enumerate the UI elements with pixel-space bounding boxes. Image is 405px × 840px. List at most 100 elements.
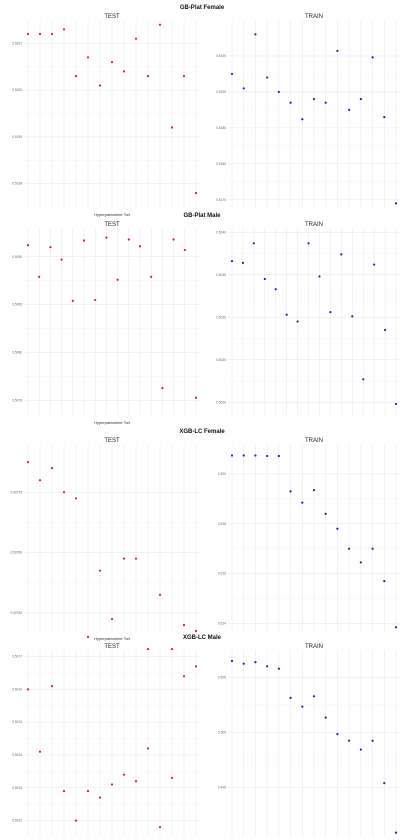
data-point — [134, 557, 138, 560]
data-point — [383, 580, 386, 583]
data-point — [105, 236, 108, 239]
data-point — [324, 512, 327, 515]
data-point — [122, 70, 126, 73]
data-point — [263, 277, 266, 281]
y-tick-label: 0.5020 — [216, 400, 226, 404]
panel-title: TEST — [104, 438, 120, 444]
panel-train: TRAIN 0.495 0.500 0.505 — [218, 644, 400, 837]
y-tick-label: 0.516 — [218, 572, 226, 576]
data-point — [86, 789, 90, 793]
data-point — [371, 56, 374, 59]
data-point — [38, 275, 41, 279]
data-point — [50, 467, 54, 470]
panel-train: TRAIN 0.5175 0.5180 0.5185 0.5190 0.5195 — [216, 14, 400, 207]
data-point — [62, 789, 66, 793]
panel-title: TEST — [104, 644, 120, 650]
y-tick-label: 0.518 — [218, 522, 226, 526]
data-point — [122, 773, 126, 776]
data-point — [301, 118, 304, 121]
y-tick-label: 0.5190 — [216, 90, 226, 94]
data-point — [329, 311, 332, 314]
data-point — [318, 275, 321, 278]
data-point — [324, 716, 327, 719]
data-point — [277, 90, 280, 94]
y-tick-label: 0.5013 — [12, 786, 22, 790]
y-tick-label: 0.495 — [218, 786, 226, 790]
panel-title: TRAIN — [305, 222, 323, 228]
data-point — [110, 783, 114, 786]
data-point — [242, 662, 245, 665]
data-point — [254, 33, 257, 36]
data-point — [110, 617, 114, 621]
y-tick-label: 0.5035 — [216, 273, 226, 277]
y-tick-label: 0.5017 — [12, 655, 22, 659]
data-point — [312, 695, 316, 698]
data-point — [230, 260, 234, 263]
y-tick-label: 0.5080 — [12, 351, 22, 355]
data-point — [252, 242, 255, 245]
data-point — [146, 75, 150, 78]
data-point — [254, 661, 257, 664]
section-2: XGB-LC Female TEST 0.50750 0.50760 0.50770 Hy… — [10, 429, 400, 651]
data-point — [285, 313, 288, 316]
data-point — [146, 647, 150, 651]
data-point — [394, 831, 398, 834]
data-point — [394, 202, 398, 205]
data-point — [230, 659, 234, 663]
data-point — [182, 675, 186, 678]
data-point — [277, 454, 280, 458]
data-point — [296, 320, 299, 323]
y-tick-label: 0.5015 — [12, 720, 22, 724]
y-tick-label: 0.500 — [218, 731, 226, 735]
y-tick-label: 0.5012 — [12, 819, 22, 823]
y-tick-label: 0.5025 — [216, 358, 226, 362]
data-point — [307, 242, 310, 245]
data-point — [74, 819, 78, 822]
data-point — [277, 667, 280, 670]
data-point — [26, 244, 30, 247]
y-tick-label: 0.514 — [218, 622, 226, 626]
data-point — [289, 490, 292, 493]
data-point — [98, 796, 102, 799]
data-point — [312, 98, 316, 101]
data-point — [50, 684, 54, 688]
data-point — [336, 49, 339, 53]
data-point — [371, 547, 374, 550]
data-point — [158, 593, 162, 596]
panel-test: TEST 0.5075 0.5080 0.5085 0.5090 Hyperparamet… — [12, 222, 200, 425]
data-point — [74, 75, 78, 78]
y-tick-label: 0.5180 — [216, 162, 226, 166]
data-point — [127, 238, 130, 241]
data-point — [170, 776, 174, 780]
y-tick-label: 0.5014 — [12, 753, 22, 757]
data-point — [383, 115, 386, 119]
data-point — [301, 705, 304, 708]
y-tick-label: 0.5090 — [12, 255, 22, 259]
data-point — [266, 665, 269, 668]
data-point — [26, 460, 30, 464]
data-point — [348, 547, 351, 550]
data-point — [230, 454, 234, 457]
data-point — [241, 261, 245, 264]
data-point — [351, 315, 354, 318]
data-point — [50, 32, 54, 36]
data-point — [194, 665, 198, 668]
data-point — [161, 387, 164, 390]
section-title: GB-Plat Male — [183, 213, 221, 219]
data-point — [38, 750, 42, 753]
data-point — [38, 32, 42, 36]
data-point — [98, 569, 102, 572]
data-point — [110, 60, 114, 64]
y-tick-label: 0.5085 — [12, 303, 22, 307]
data-point — [301, 501, 304, 504]
data-point — [98, 84, 102, 87]
panel-train: TRAIN 0.514 0.516 0.518 0.520 — [218, 438, 400, 631]
data-point — [242, 87, 245, 90]
y-tick-label: 0.505 — [218, 676, 226, 680]
data-point — [172, 238, 175, 241]
panel-title: TRAIN — [305, 438, 323, 444]
data-point — [266, 76, 269, 79]
y-tick-label: 0.5075 — [12, 399, 22, 403]
y-tick-label: 0.5201 — [12, 41, 22, 45]
data-point — [138, 245, 142, 248]
